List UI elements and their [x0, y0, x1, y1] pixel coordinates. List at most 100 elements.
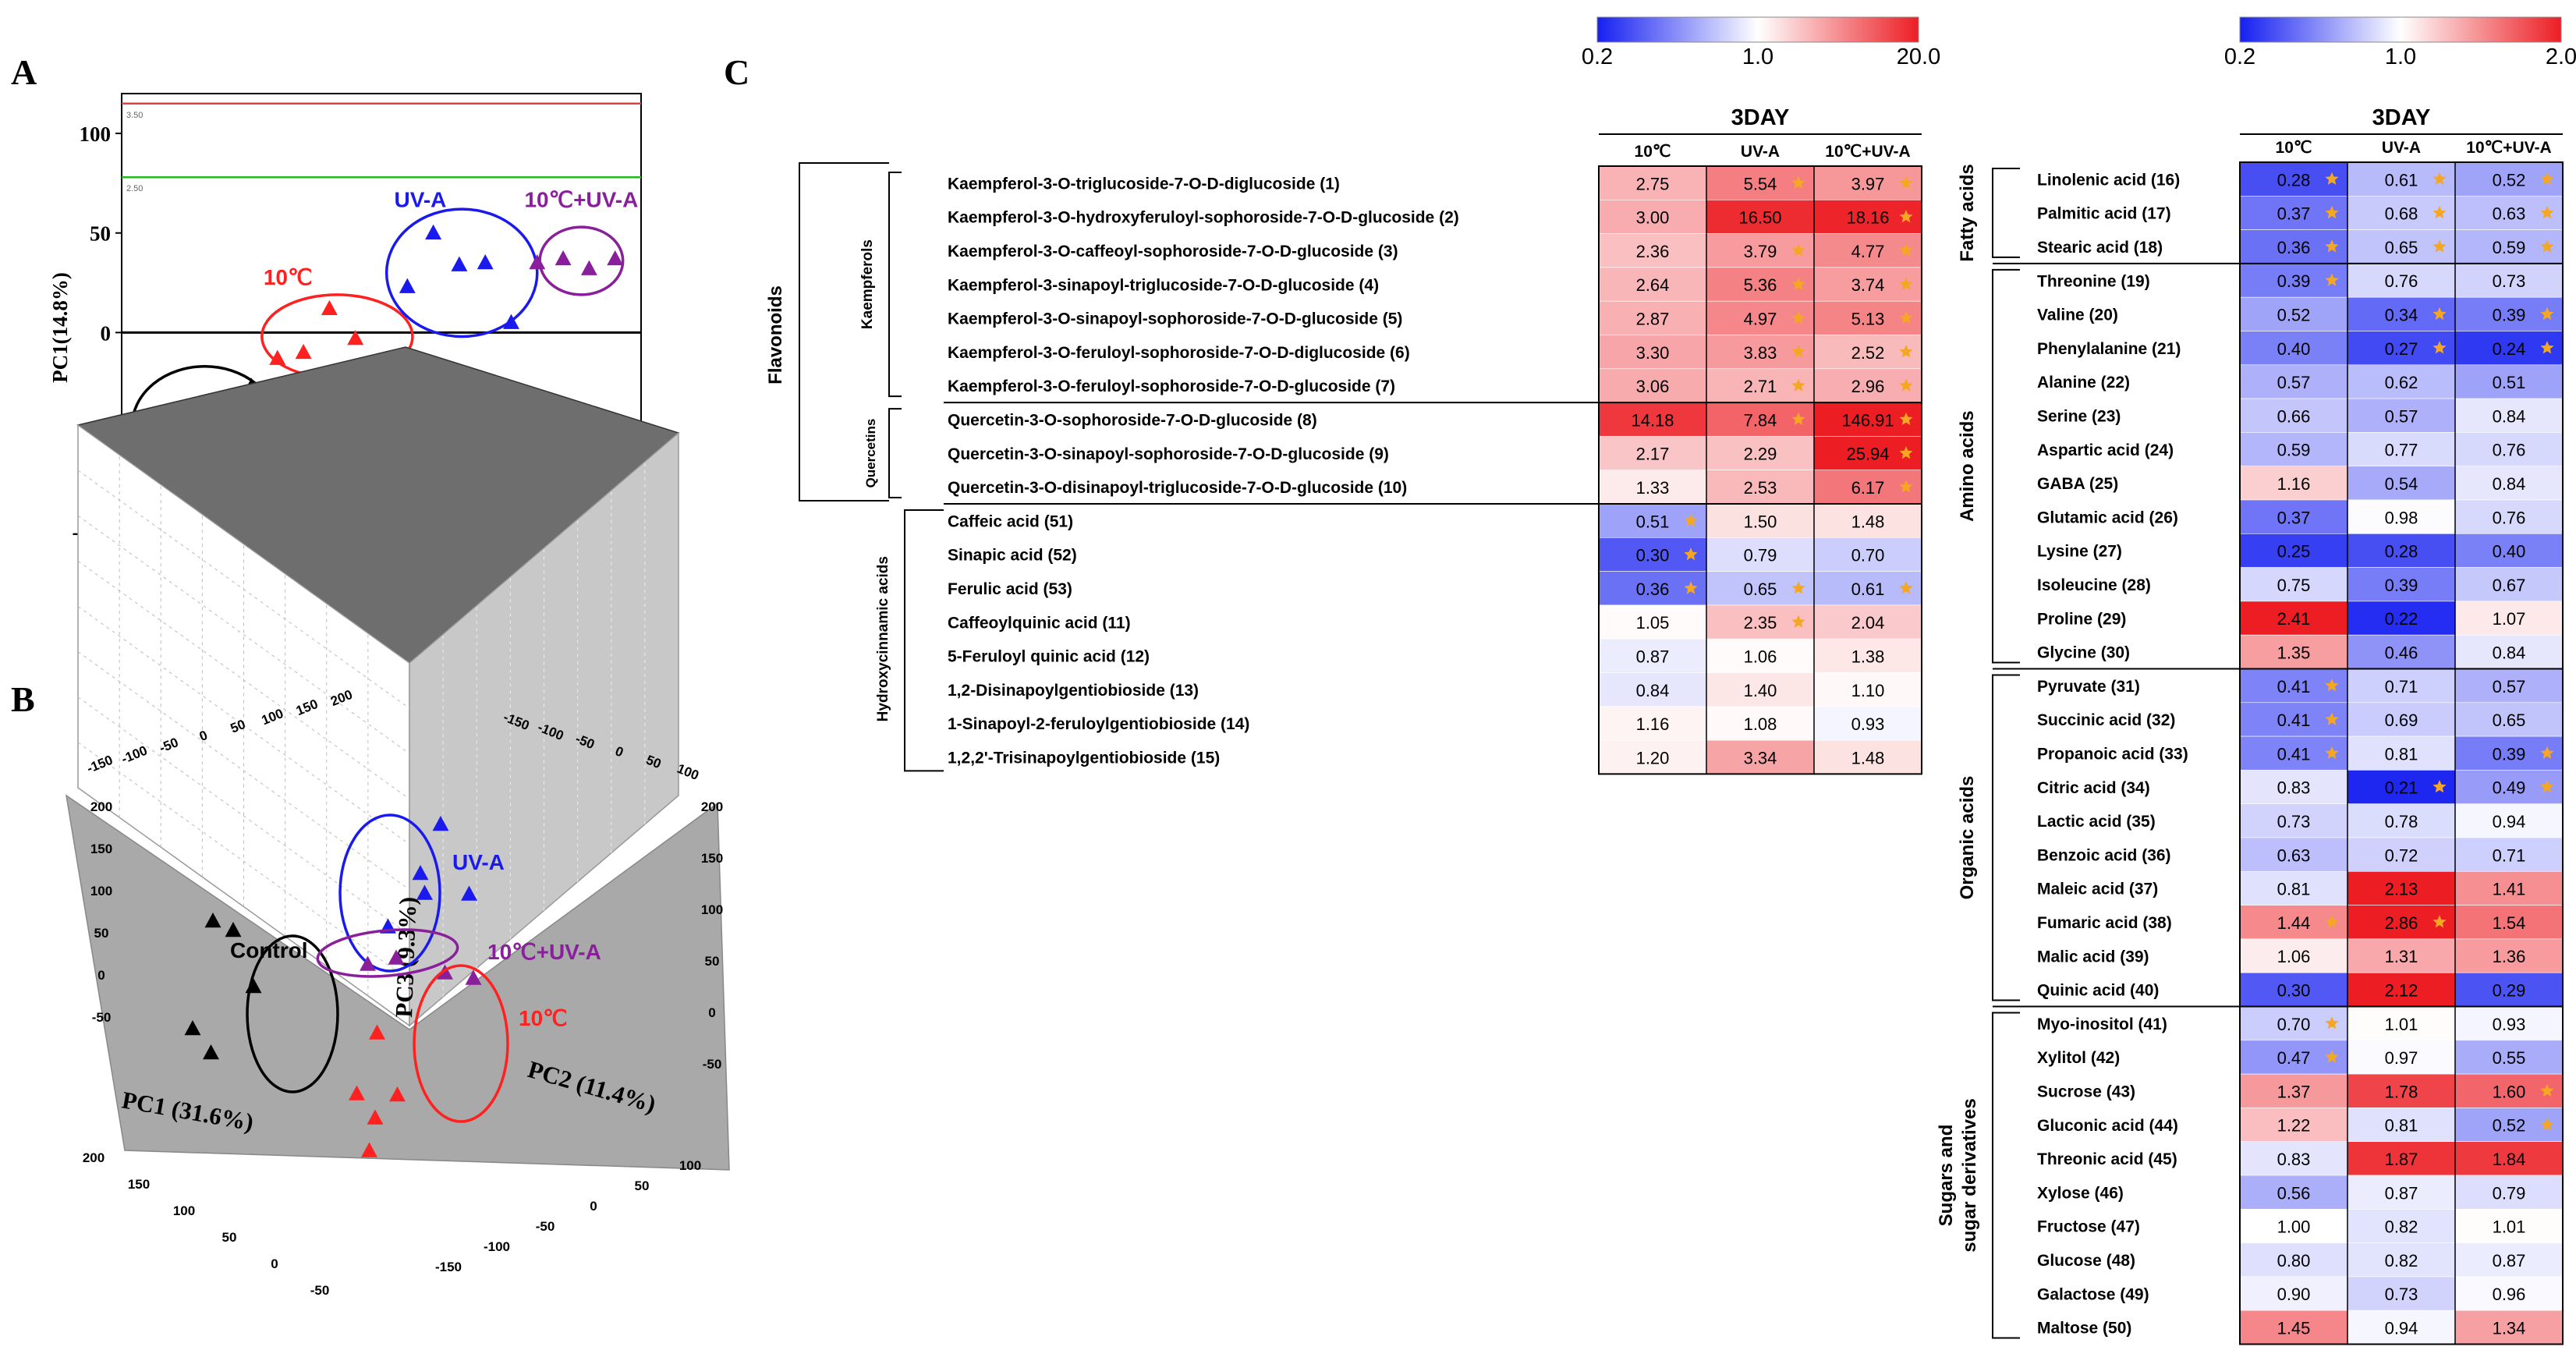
data-point-cold	[296, 344, 312, 359]
row-label: Galactose (49)	[2037, 1285, 2149, 1303]
cell-value: 1.10	[1851, 681, 1885, 700]
axis-tick-label: 0	[708, 1005, 715, 1020]
cell-value: 0.84	[2493, 406, 2526, 426]
cell-value: 0.65	[1744, 579, 1777, 599]
cell-value: 2.71	[1744, 377, 1777, 396]
group-label-uv-a: UV-A	[394, 188, 446, 212]
heatmap-title: 3DAY	[1731, 105, 1790, 130]
row-label: Kaempferol-3-O-hydroxyferuloyl-sophorosi…	[948, 209, 1459, 227]
cell-value: 0.87	[1636, 647, 1670, 667]
data-point-cold-uva	[555, 250, 572, 265]
cell-value: 0.73	[2493, 271, 2526, 291]
cell-value: 0.87	[2385, 1183, 2418, 1203]
cell-value: 1.48	[1851, 512, 1885, 531]
cell-value: 0.41	[2277, 711, 2311, 730]
column-header: 10℃+UV-A	[2466, 139, 2551, 157]
cell-value: 0.78	[2385, 812, 2418, 831]
cell-value: 0.51	[2493, 373, 2526, 392]
row-label: Maleic acid (37)	[2037, 881, 2158, 898]
cell-value: 14.18	[1631, 410, 1674, 430]
row-label: Propanoic acid (33)	[2037, 746, 2188, 764]
cell-value: 0.71	[2493, 845, 2526, 865]
row-label: Benzoic acid (36)	[2037, 846, 2171, 864]
ref-line-label: 3.50	[126, 111, 143, 120]
cell-value: 0.34	[2385, 306, 2418, 325]
cell-value: 5.13	[1851, 310, 1885, 329]
row-label: Valine (20)	[2037, 307, 2118, 324]
axis-tick-label: 200	[701, 799, 723, 814]
row-label: Kaempferol-3-sinapoyl-triglucoside-7-O-D…	[948, 276, 1379, 294]
cell-value: 0.79	[1744, 546, 1777, 565]
group-label-amino-acids: Amino acids	[1957, 410, 1978, 522]
cell-value: 0.73	[2277, 812, 2311, 831]
cell-value: 0.39	[2385, 576, 2418, 595]
column-header: 10℃	[2276, 139, 2312, 157]
axis-tick-label: 200	[90, 799, 112, 814]
row-label: Caffeoylquinic acid (11)	[948, 614, 1131, 632]
row-label: Sucrose (43)	[2037, 1083, 2135, 1101]
cell-value: 0.39	[2493, 744, 2526, 764]
axis-tick-label: 150	[128, 1177, 150, 1192]
axis-tick-label: 0	[271, 1256, 278, 1271]
colorbar-label: 0.2	[1582, 44, 1613, 69]
cell-value: 0.52	[2493, 1116, 2526, 1136]
colorbar-label: 0.2	[2224, 44, 2255, 69]
column-header: UV-A	[2382, 139, 2421, 157]
cell-value: 1.00	[2277, 1217, 2311, 1237]
cell-value: 2.52	[1851, 343, 1885, 363]
cell-value: 1.16	[2277, 474, 2311, 494]
cell-value: 0.68	[2385, 204, 2418, 224]
cell-value: 1.48	[1851, 748, 1885, 767]
cell-value: 0.40	[2277, 339, 2311, 359]
cell-value: 0.52	[2277, 306, 2311, 325]
cell-value: 1.60	[2493, 1082, 2526, 1101]
cell-value: 0.77	[2385, 441, 2418, 460]
cell-value: 0.55	[2493, 1048, 2526, 1068]
cell-value: 2.86	[2385, 913, 2418, 933]
cell-value: 1.41	[2493, 880, 2526, 899]
cell-value: 0.93	[2493, 1015, 2526, 1034]
cell-value: 0.29	[2493, 981, 2526, 1001]
cell-value: 0.81	[2277, 880, 2311, 899]
row-label: Citric acid (34)	[2037, 779, 2150, 797]
panel-label-b: B	[11, 679, 35, 719]
cell-value: 0.82	[2385, 1251, 2418, 1271]
cell-value: 3.79	[1744, 242, 1777, 261]
cell-value: 0.41	[2277, 677, 2311, 696]
cell-value: 0.52	[2493, 170, 2526, 190]
cell-value: 3.00	[1636, 208, 1670, 228]
axis-tick-label: 50	[94, 926, 109, 941]
cell-value: 2.96	[1851, 377, 1885, 396]
cell-value: 0.63	[2493, 204, 2526, 224]
cell-value: 0.94	[2385, 1319, 2418, 1338]
cell-value: 0.30	[1636, 546, 1670, 565]
heatmap-title: 3DAY	[2372, 105, 2431, 130]
group-label-sugars: Sugars and	[1936, 1125, 1957, 1227]
column-header: 10℃	[1635, 143, 1671, 161]
row-label: Fumaric acid (38)	[2037, 914, 2172, 932]
cell-value: 1.34	[2493, 1319, 2526, 1338]
cell-value: 3.34	[1744, 748, 1777, 767]
cell-value: 0.49	[2493, 778, 2526, 798]
cell-value: 1.06	[2277, 947, 2311, 966]
cell-value: 0.80	[2277, 1251, 2311, 1271]
cell-value: 0.84	[2493, 643, 2526, 663]
cell-value: 1.84	[2493, 1150, 2526, 1169]
axis-tick-label: 100	[90, 884, 112, 898]
data-point-cold-uva	[529, 254, 545, 269]
bracket-organic-acids	[1993, 675, 2020, 1001]
cell-value: 0.54	[2385, 474, 2418, 494]
cell-value: 5.54	[1744, 174, 1777, 193]
row-label: Quinic acid (40)	[2037, 982, 2159, 1000]
row-label: Kaempferol-3-O-feruloyl-sophoroside-7-O-…	[948, 344, 1410, 362]
row-label: Xylitol (42)	[2037, 1049, 2120, 1067]
group-label-sugar-derivatives: sugar derivatives	[1959, 1098, 1980, 1252]
cell-value: 4.77	[1851, 242, 1885, 261]
y-tick-label: 100	[80, 122, 112, 146]
cell-value: 0.57	[2493, 677, 2526, 696]
cell-value: 0.98	[2385, 508, 2418, 527]
cell-value: 0.21	[2385, 778, 2418, 798]
row-label: Kaempferol-3-O-feruloyl-sophoroside-7-O-…	[948, 377, 1395, 395]
cell-value: 1.16	[1636, 714, 1670, 734]
group-label-hydroxycinnamic-acids: Hydroxycinnamic acids	[875, 556, 891, 721]
